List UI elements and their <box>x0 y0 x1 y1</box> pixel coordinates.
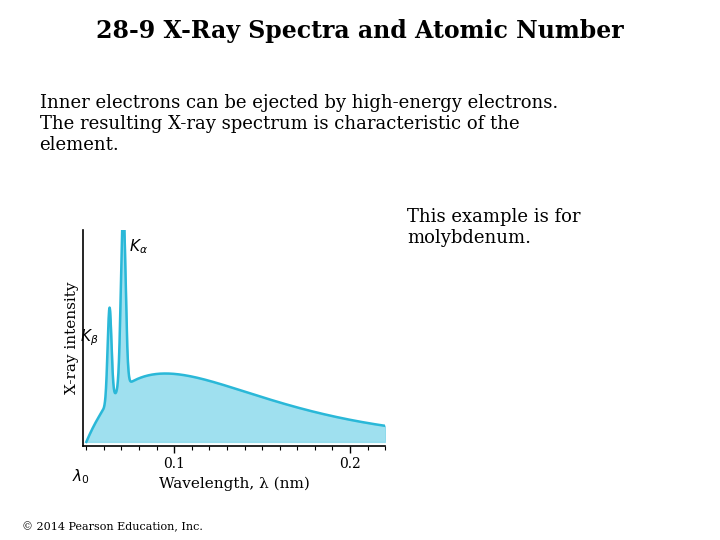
Text: $K_\alpha$: $K_\alpha$ <box>128 238 148 256</box>
Text: $K_\beta$: $K_\beta$ <box>80 327 98 348</box>
Text: 28-9 X-Ray Spectra and Atomic Number: 28-9 X-Ray Spectra and Atomic Number <box>96 19 624 43</box>
Y-axis label: X-ray intensity: X-ray intensity <box>65 281 78 394</box>
Text: $\lambda_0$: $\lambda_0$ <box>72 467 90 486</box>
Text: This example is for
molybdenum.: This example is for molybdenum. <box>407 208 580 247</box>
Text: Inner electrons can be ejected by high-energy electrons.
The resulting X-ray spe: Inner electrons can be ejected by high-e… <box>40 94 558 154</box>
X-axis label: Wavelength, λ (nm): Wavelength, λ (nm) <box>158 477 310 491</box>
Text: © 2014 Pearson Education, Inc.: © 2014 Pearson Education, Inc. <box>22 521 202 532</box>
